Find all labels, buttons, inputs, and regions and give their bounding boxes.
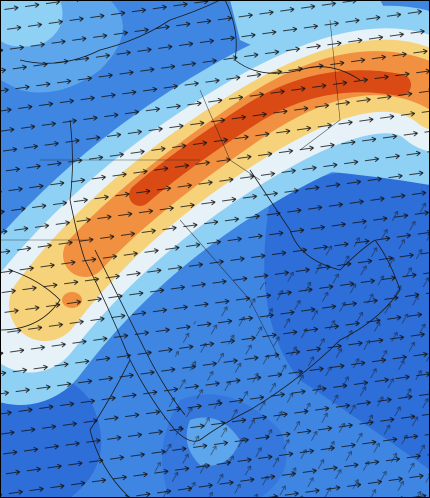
page (0, 0, 430, 498)
map-area (1, 1, 429, 497)
wind-map (0, 0, 430, 498)
